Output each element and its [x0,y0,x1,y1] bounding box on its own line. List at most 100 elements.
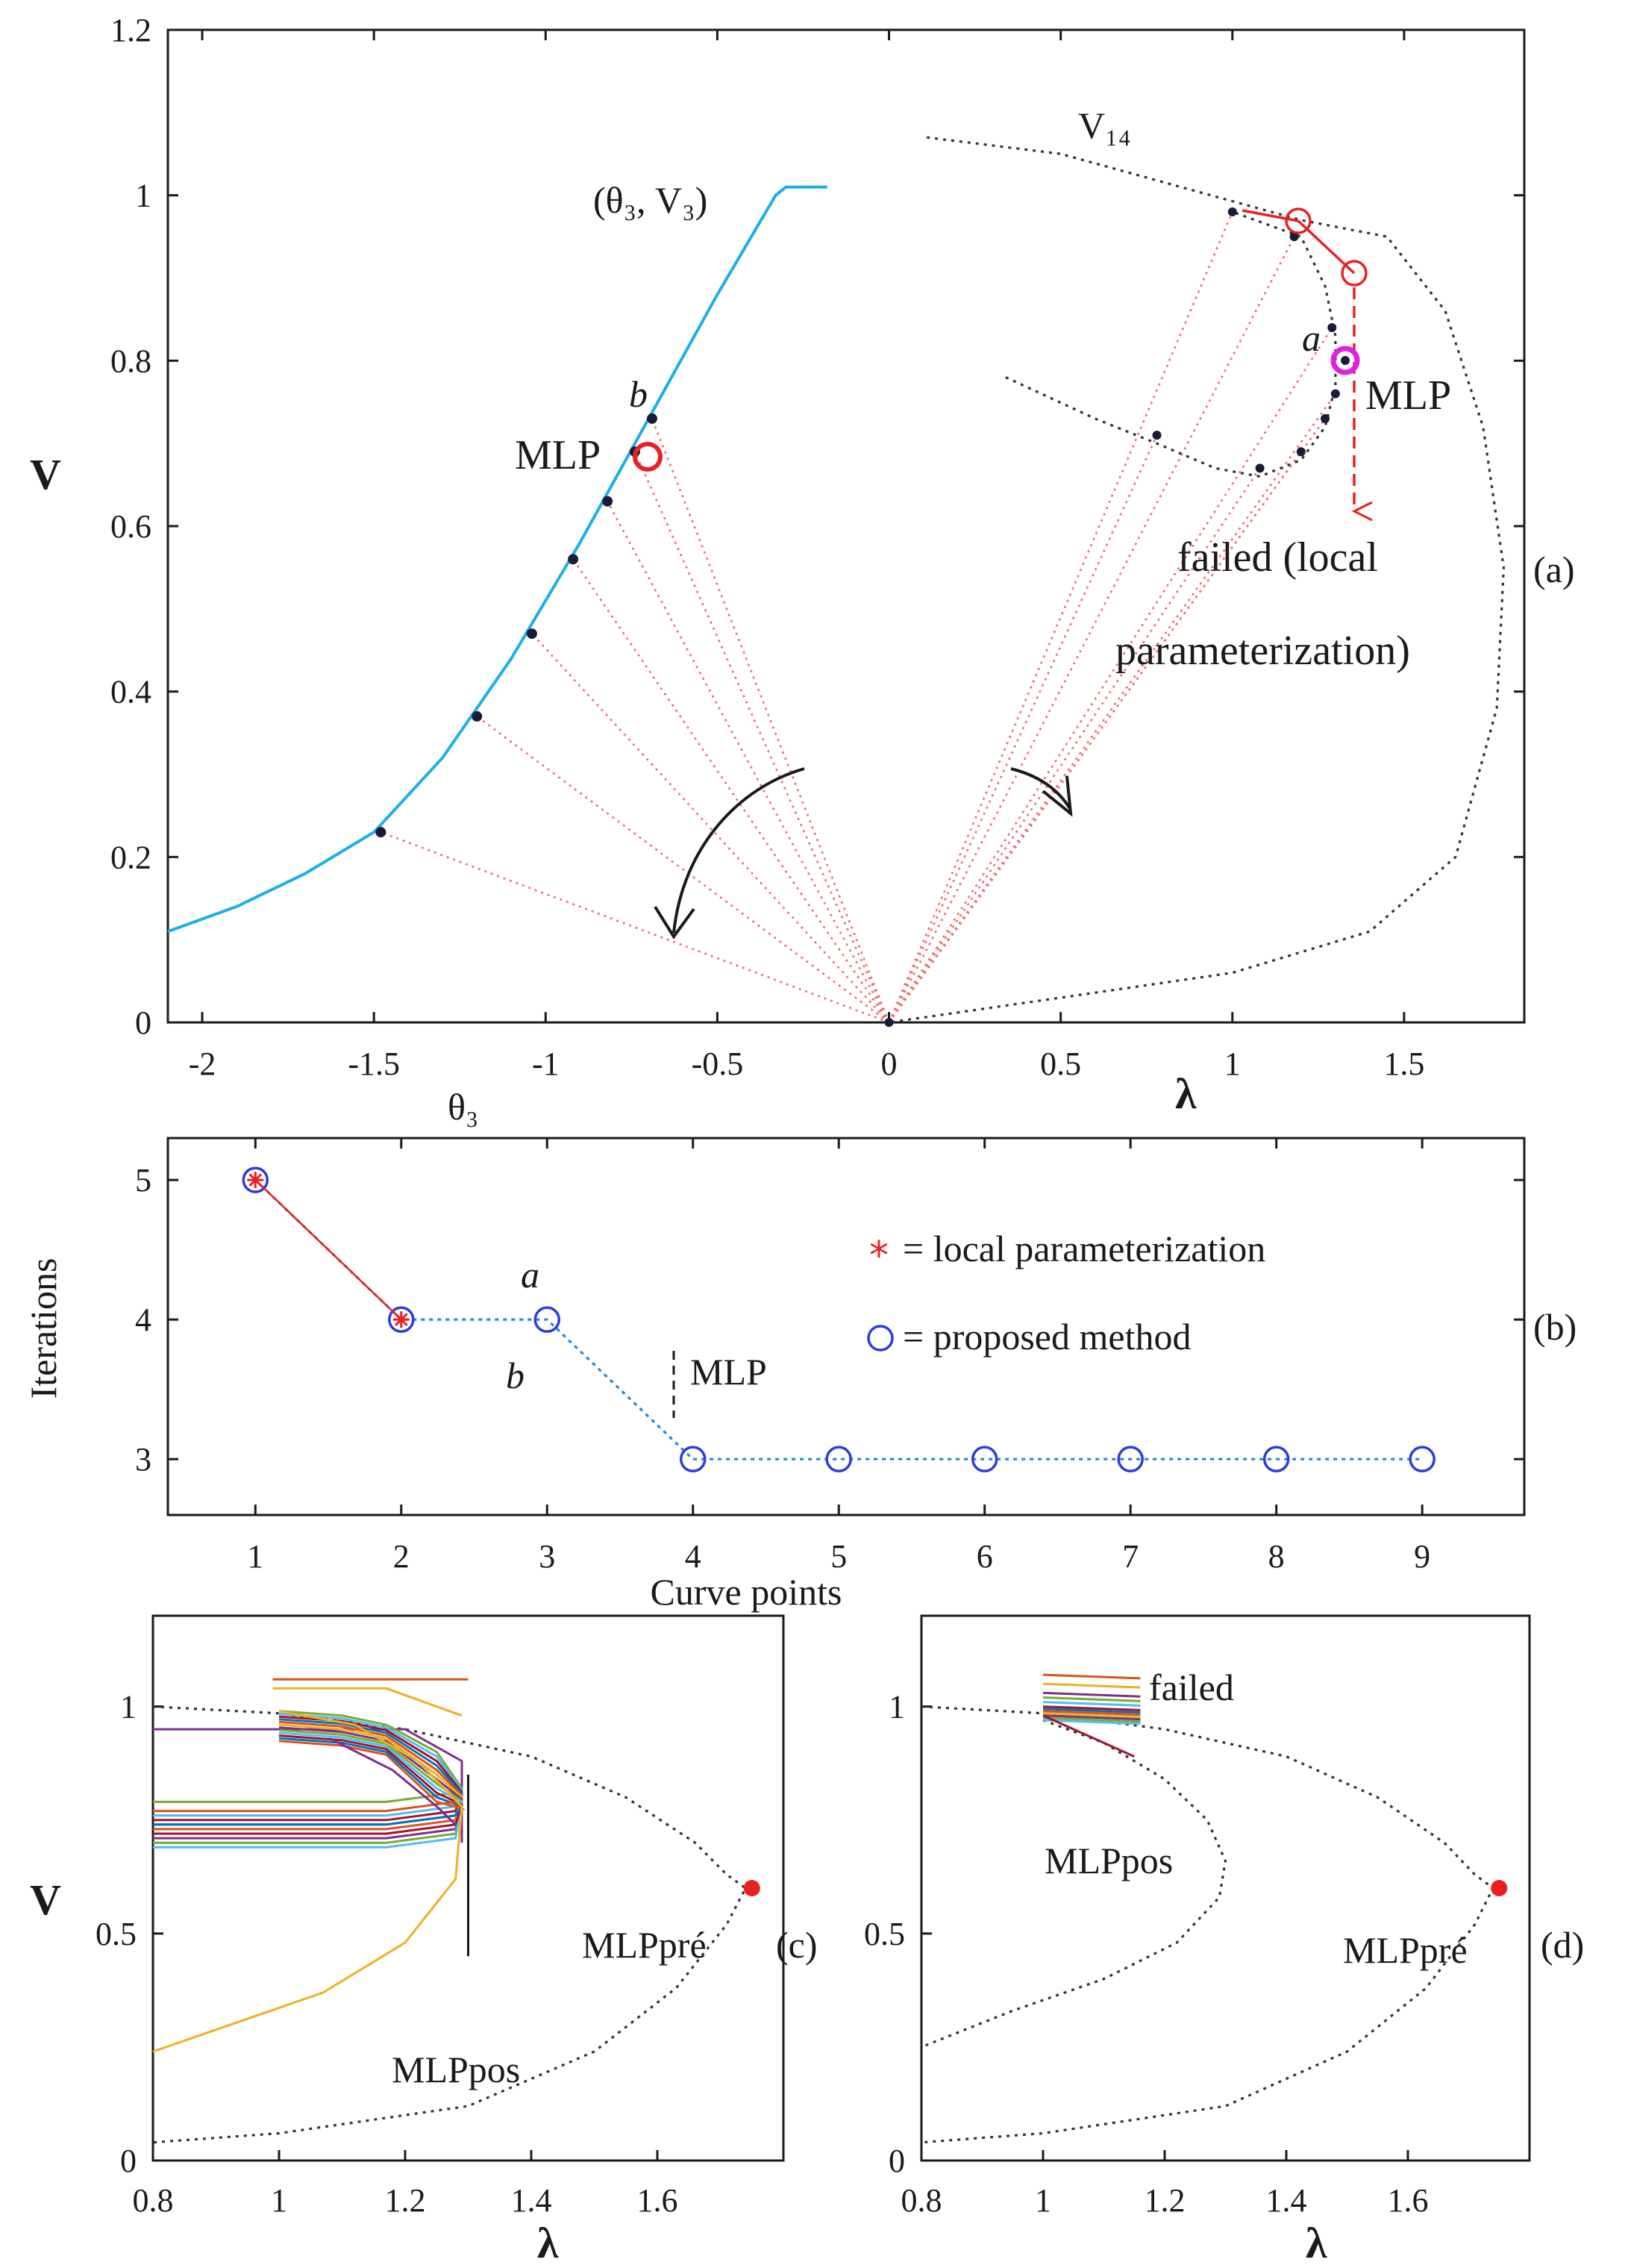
x-tick-label: 6 [977,1538,993,1575]
projection-ray [476,715,890,1024]
panel-b-xlabel: Curve points [651,1571,842,1613]
trajectory [1042,1701,1141,1707]
x-tick-label: 1 [247,1538,263,1575]
trajectory [1042,1708,1141,1714]
panel-a-xlabel-right: λ [1175,1069,1197,1118]
proposed-method-points [242,1166,1436,1472]
local-point [1321,413,1330,423]
projection-ray [888,434,1158,1023]
label-b-panel-b: b [506,1355,525,1396]
x-tick-label: -1.5 [348,1046,400,1082]
proposed-point [679,1446,707,1472]
projection-ray [888,393,1336,1023]
panel-d-xlabel: λ [1306,2219,1327,2267]
x-tick-label: 5 [830,1538,847,1575]
x-tick-label: 1 [271,2182,287,2219]
trajectory [1042,1696,1141,1702]
proposed-point [1262,1446,1290,1472]
label-a-panel-b: a [521,1254,539,1296]
proposed-point [971,1446,998,1472]
legend-circle-marker [867,1325,894,1352]
trajectory [152,1710,463,2053]
trajectory [1042,1712,1141,1719]
panel-d-pv-curve [921,1705,1495,2144]
panel-c-trajectories [152,1678,469,2053]
panel-b-frame [166,1137,1526,1516]
panel-d-mlp-pos-label: MLPpos [1045,1840,1173,1881]
projection-ray [380,831,889,1024]
legend-local-label: = local parameterization [903,1228,1265,1269]
panel-b-y-ticks: 3 4 5 [135,1162,1524,1478]
local-parameterization-points [247,1172,410,1328]
failed-corrector [1242,207,1366,511]
mlp-label-right: MLP [1365,372,1451,419]
y-tick-label: 0.6 [110,508,151,545]
curve-label: (θ₃, V₃) [593,179,707,221]
x-tick-label: 2 [393,1538,410,1575]
y-tick-label: 0 [135,1005,151,1041]
trajectory [1042,1710,1141,1716]
panel-b-x-ticks: 1 2 3 4 5 6 7 8 9 [247,1138,1430,1575]
panel-d-frame [920,1614,1531,2162]
projection-ray [651,418,890,1023]
panel-c-frame [151,1614,785,2162]
projection-ray [606,501,890,1023]
panel-a-label: (a) [1533,549,1575,590]
y-tick-label: 3 [135,1441,151,1478]
proposed-point [825,1446,852,1472]
origin-point [884,1018,894,1027]
y-tick-label: 0.2 [110,839,151,875]
local-point [1289,232,1299,242]
panel-c-x-ticks: 0.8 1 1.2 1.4 1.6 [133,2150,678,2219]
curve-point [472,710,483,722]
legend-proposed-label: = proposed method [903,1316,1191,1358]
theta3-v3-curve [167,185,827,933]
rotation-arrow-right [1010,767,1072,811]
trajectory [153,1740,466,1813]
v14-curve [889,136,1506,1024]
rotation-arrow-right-head [1042,775,1073,817]
x-tick-label: 7 [1122,1538,1139,1575]
panel-a-x-ticks: -2 -1.5 -1 -0.5 0 0.5 1 1.5 [189,30,1424,1082]
proposed-method-line [254,1178,1423,1461]
panel-d-failed-label: failed [1149,1666,1234,1708]
projection-ray [888,327,1333,1023]
local-point [1152,431,1162,440]
y-tick-label: 4 [135,1302,151,1338]
trajectory [153,1734,463,1835]
trajectory [1042,1682,1141,1689]
curve-point [568,554,579,565]
x-tick-label: 1 [1224,1046,1241,1082]
proposed-point [388,1306,415,1333]
panel-c-label: (c) [776,1924,818,1966]
panel-c: 00.51 0.8 1 1.2 1.4 1.6 MLPpré MLPpos V λ (c… [30,1614,818,2267]
local-path-points [884,207,1340,1027]
failed-label-line1: failed (local [1177,534,1378,581]
y-tick-label: 1 [135,178,151,214]
y-tick-label: 0.4 [110,674,151,710]
projection-ray [888,211,1233,1023]
panel-c-ylabel: V [30,1875,61,1924]
x-tick-label: 0.5 [1040,1046,1081,1082]
panel-d-failed-trajectories [1042,1673,1141,1758]
mlp-label-left: MLP [515,432,601,478]
trajectory [328,1737,457,1825]
trajectory [153,1720,463,1831]
panel-c-y-ticks: 00.51 [96,1689,163,2179]
trajectory [153,1712,463,1817]
rotation-arrow-left-head [654,905,695,940]
trajectory [153,1731,463,1849]
legend-star-marker: * [869,1234,889,1278]
y-tick-label: 5 [135,1162,151,1199]
v14-label: V₁₄ [1078,104,1131,146]
x-tick-label: 1.6 [1388,2182,1429,2219]
panel-a-ylabel: V [30,450,61,499]
y-tick-label: 1.2 [110,12,151,49]
x-tick-label: 1.2 [1145,2182,1186,2219]
trajectory [1042,1714,1141,1721]
trajectory [153,1710,464,1803]
x-tick-label: 4 [685,1538,701,1575]
label-a-panel-a: a [1302,317,1321,359]
panel-d-label: (d) [1541,1924,1584,1966]
trajectory [1042,1716,1141,1723]
